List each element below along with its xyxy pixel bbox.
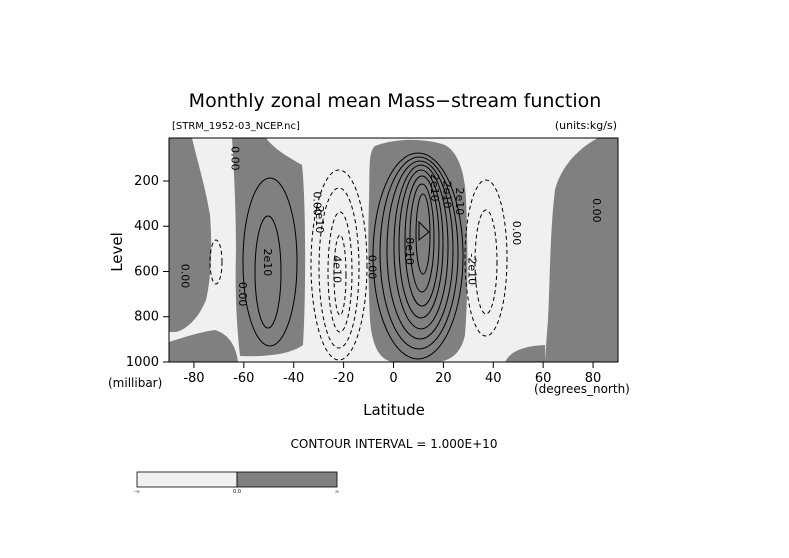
contour-label: 2e10 <box>428 174 441 202</box>
y-tick-label: 1000 <box>126 355 159 370</box>
contour-hadley-2 <box>379 156 459 350</box>
colorbar-positive-swatch <box>236 471 338 488</box>
chart-title: Monthly zonal mean Mass−stream function <box>189 90 602 112</box>
contour-hadley-core <box>418 220 430 242</box>
contour-neg-polar <box>209 239 223 285</box>
contour-hadley-6 <box>404 175 440 307</box>
contour-label: 2e10 <box>453 187 466 215</box>
colorbar-label-min: -∞ <box>134 489 140 495</box>
file-label: [STRM_1952-03_NCEP.nc] <box>172 121 300 132</box>
contour-label: 0.00 <box>311 191 324 216</box>
positive-region-bottom-left <box>169 330 238 362</box>
contour-label: 2e10 <box>440 181 453 209</box>
y-axis-label: Level <box>108 232 126 272</box>
y-units-label: (millibar) <box>108 376 162 390</box>
contour-hadley-5 <box>398 169 444 319</box>
positive-region-southern-cell <box>232 138 306 357</box>
positive-shading <box>169 138 618 362</box>
contour-label: 0.00 <box>590 198 603 223</box>
positive-region-left-top <box>169 138 212 332</box>
contour-interval-label: CONTOUR INTERVAL = 1.000E+10 <box>291 437 498 451</box>
x-tick-label: -20 <box>333 371 354 386</box>
x-tick-label: 20 <box>435 371 452 386</box>
contour-label: 0.00 <box>366 255 379 280</box>
contour-label: 2e10 <box>313 206 326 234</box>
contour-hadley-4 <box>393 164 449 330</box>
y-tick-label: 800 <box>134 310 159 325</box>
contour-label: -2e10 <box>465 253 478 285</box>
contour-label: 2e10 <box>261 249 274 277</box>
x-tick-label: 40 <box>485 371 502 386</box>
contour-neg-southern-3 <box>327 211 353 333</box>
colorbar: -∞ 0.0 ∞ <box>134 471 339 495</box>
y-axis: 200 400 600 800 1000 <box>126 174 169 370</box>
contour-label: 0.00 <box>178 264 191 289</box>
positive-region-bottom-right <box>505 345 545 362</box>
contour-southern-cell-inner <box>254 215 282 329</box>
x-axis: -80 -60 -40 -20 0 20 40 60 80 <box>183 362 601 386</box>
contour-southern-cell-outer <box>242 177 298 347</box>
x-units-label: (degrees_north) <box>534 382 630 396</box>
colorbar-label-max: ∞ <box>335 489 339 495</box>
x-tick-label: 0 <box>389 371 397 386</box>
contour-hadley-7 <box>409 183 435 293</box>
colorbar-negative-swatch <box>136 471 238 488</box>
contour-neg-southern-1 <box>310 169 368 361</box>
contour-hadley-1 <box>372 152 464 360</box>
contour-label: 4e10 <box>331 255 344 283</box>
units-label: (units:kg/s) <box>555 119 617 132</box>
contour-label: 0.00 <box>510 221 523 246</box>
x-tick-label: -60 <box>233 371 254 386</box>
y-tick-label: 400 <box>134 219 159 234</box>
y-tick-label: 200 <box>134 174 159 189</box>
x-tick-label: 60 <box>535 371 552 386</box>
negative-contours <box>209 169 508 361</box>
contour-label: 0.00 <box>228 146 241 171</box>
contour-neg-southern-2 <box>318 187 360 349</box>
x-axis-label: Latitude <box>363 401 425 419</box>
plot-area <box>169 138 618 362</box>
x-tick-label: -40 <box>283 371 304 386</box>
positive-region-right <box>545 138 618 362</box>
contour-label: 8e10 <box>403 237 416 265</box>
contour-label: 0.00 <box>236 282 249 307</box>
contour-neg-northern-2 <box>474 209 498 315</box>
contour-hadley-8 <box>415 193 431 275</box>
contour-neg-southern-4 <box>333 234 347 316</box>
positive-region-hadley-cell <box>368 139 468 362</box>
colorbar-label-zero: 0.0 <box>233 489 241 495</box>
contour-neg-northern-1 <box>464 179 508 337</box>
y-tick-label: 600 <box>134 264 159 279</box>
x-tick-label: 80 <box>585 371 602 386</box>
x-tick-label: -80 <box>183 371 204 386</box>
contour-hadley-3 <box>386 160 454 340</box>
positive-contours <box>242 152 464 360</box>
